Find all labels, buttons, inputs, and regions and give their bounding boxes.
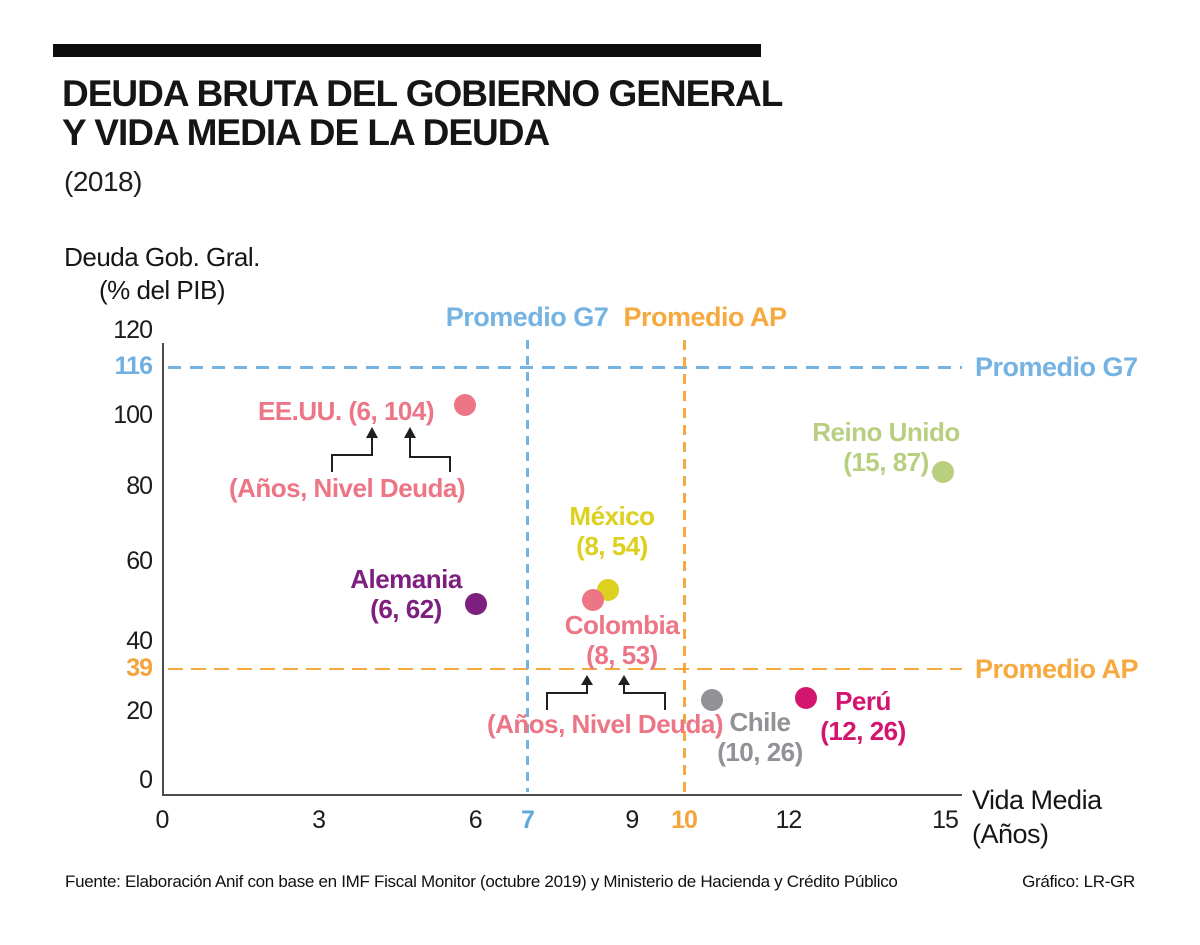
data-point-label-reino_unido: Reino Unido (15, 87) bbox=[636, 417, 1136, 477]
x-axis-title-line2: (Años) bbox=[972, 819, 1049, 849]
annotation-bottom-arrows-icon bbox=[546, 675, 666, 710]
data-point-dot-chile bbox=[701, 689, 723, 711]
data-point-label-mexico-line1: México bbox=[569, 501, 655, 531]
x-tick-0: 0 bbox=[155, 806, 170, 834]
x-tick-15: 15 bbox=[932, 806, 959, 834]
y-tick-0: 0 bbox=[139, 766, 153, 794]
y-tick-39: 39 bbox=[126, 654, 153, 682]
annotation-bottom-text: (Años, Nivel Deuda) bbox=[486, 709, 724, 739]
ref-line-g7_debt bbox=[168, 366, 962, 369]
data-point-label-reino_unido-line1: Reino Unido bbox=[812, 417, 960, 447]
data-point-label-eeuu: EE.UU. (6, 104) bbox=[96, 396, 596, 426]
data-point-label-alemania-line1: Alemania bbox=[350, 564, 462, 594]
data-point-label-peru-line2: (12, 26) bbox=[820, 716, 906, 746]
ref-label-ap_debt: Promedio AP bbox=[975, 654, 1139, 684]
data-point-label-alemania: Alemania (6, 62) bbox=[156, 564, 656, 624]
data-point-label-chile-line1: Chile bbox=[729, 707, 791, 737]
x-tick-3: 3 bbox=[312, 806, 326, 834]
data-point-dot-reino_unido bbox=[932, 461, 954, 483]
y-tick-100: 100 bbox=[113, 401, 153, 429]
data-point-dot-alemania bbox=[465, 593, 487, 615]
annotation-top-text: (Años, Nivel Deuda) bbox=[228, 473, 466, 503]
y-tick-60: 60 bbox=[126, 547, 153, 575]
data-point-label-alemania-line2: (6, 62) bbox=[370, 594, 442, 624]
data-point-dot-eeuu bbox=[454, 394, 476, 416]
x-tick-10: 10 bbox=[671, 806, 698, 834]
data-point-label-chile-line2: (10, 26) bbox=[717, 737, 803, 767]
ref-line-g7_life bbox=[526, 340, 529, 792]
x-tick-12: 12 bbox=[775, 806, 802, 834]
footer-credit: Gráfico: LR-GR bbox=[1022, 872, 1135, 891]
annotation-top-arrows-icon bbox=[331, 427, 451, 472]
data-point-label-mexico-line2: (8, 54) bbox=[576, 531, 648, 561]
ref-label-g7_life: Promedio G7 bbox=[445, 302, 609, 332]
ref-label-g7_debt: Promedio G7 bbox=[975, 352, 1138, 382]
y-tick-20: 20 bbox=[126, 697, 153, 725]
x-tick-6: 6 bbox=[468, 806, 483, 834]
data-point-label-colombia: Colombia (8, 53) bbox=[372, 610, 872, 670]
page-title: DEUDA BRUTA DEL GOBIERNO GENERAL Y VIDA … bbox=[62, 73, 783, 153]
y-axis-title-line2: (% del PIB) bbox=[99, 275, 226, 305]
data-point-dot-colombia bbox=[582, 589, 604, 611]
data-point-label-eeuu-line1: EE.UU. (6, 104) bbox=[257, 396, 435, 426]
title-accent-bar bbox=[53, 44, 761, 57]
data-point-label-colombia-line1: Colombia bbox=[564, 610, 680, 640]
y-axis-title: Deuda Gob. Gral. (% del PIB) bbox=[52, 241, 272, 307]
data-point-label-peru: Perú (12, 26) bbox=[613, 686, 1113, 746]
footer-source: Fuente: Elaboración Anif con base en IMF… bbox=[65, 872, 898, 891]
y-tick-116: 116 bbox=[114, 352, 153, 380]
data-point-label-colombia-line2: (8, 53) bbox=[586, 640, 658, 670]
y-axis-title-line1: Deuda Gob. Gral. bbox=[64, 242, 260, 272]
y-tick-80: 80 bbox=[126, 472, 153, 500]
data-point-dot-peru bbox=[795, 687, 817, 709]
chart-year-subtitle: (2018) bbox=[64, 166, 142, 197]
x-tick-9: 9 bbox=[625, 806, 639, 834]
y-axis-line bbox=[162, 343, 164, 796]
data-point-label-reino_unido-line2: (15, 87) bbox=[843, 447, 929, 477]
data-point-label-chile: Chile (10, 26) bbox=[510, 707, 1010, 767]
y-tick-40: 40 bbox=[126, 627, 153, 655]
y-tick-120: 120 bbox=[113, 316, 153, 344]
x-tick-7: 7 bbox=[520, 806, 535, 834]
data-point-label-mexico: México (8, 54) bbox=[362, 501, 862, 561]
x-axis-line bbox=[162, 794, 962, 796]
x-axis-title-line1: Vida Media bbox=[972, 785, 1102, 815]
page-title-line1: DEUDA BRUTA DEL GOBIERNO GENERAL bbox=[62, 73, 783, 114]
ref-line-ap_debt bbox=[168, 668, 962, 670]
data-point-label-peru-line1: Perú bbox=[835, 686, 891, 716]
x-axis-title: Vida Media (Años) bbox=[972, 783, 1102, 851]
ref-line-ap_life bbox=[683, 340, 686, 792]
ref-label-ap_life: Promedio AP bbox=[623, 302, 787, 332]
page-title-line2: Y VIDA MEDIA DE LA DEUDA bbox=[62, 112, 550, 153]
